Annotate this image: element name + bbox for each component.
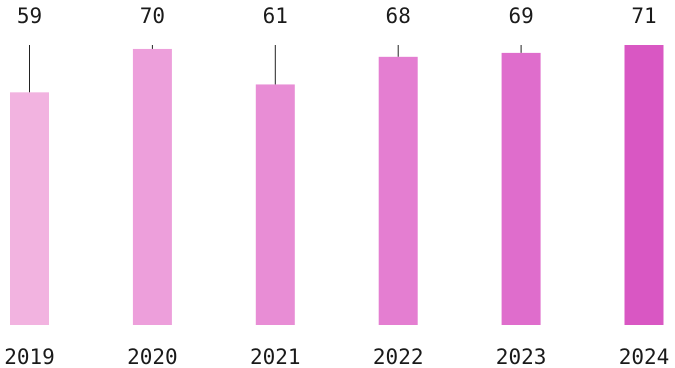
- year-label-2022: 2022: [373, 345, 424, 368]
- bar-2022: [378, 56, 418, 325]
- year-label-2023: 2023: [496, 345, 547, 368]
- bar-2020: [132, 48, 172, 325]
- year-label-2021: 2021: [250, 345, 301, 368]
- value-label-2022: 68: [386, 4, 411, 28]
- year-label-2020: 2020: [127, 345, 178, 368]
- value-label-2023: 69: [508, 4, 533, 28]
- bar-group: [10, 45, 664, 326]
- bar-2023: [501, 52, 541, 325]
- bar-2021: [255, 84, 295, 326]
- year-label-2019: 2019: [4, 345, 55, 368]
- whisker-group: [29, 45, 522, 93]
- bar-2019: [10, 92, 49, 325]
- value-label-2024: 71: [631, 4, 656, 28]
- value-label-2021: 61: [263, 4, 288, 28]
- year-label-group: 2019 2020 2021 2022 2023 2024: [4, 345, 669, 368]
- value-label-group: 59 70 61 68 69 71: [17, 4, 657, 28]
- value-label-2019: 59: [17, 4, 42, 28]
- value-label-2020: 70: [140, 4, 165, 28]
- bar-2024: [624, 45, 664, 325]
- year-label-2024: 2024: [619, 345, 670, 368]
